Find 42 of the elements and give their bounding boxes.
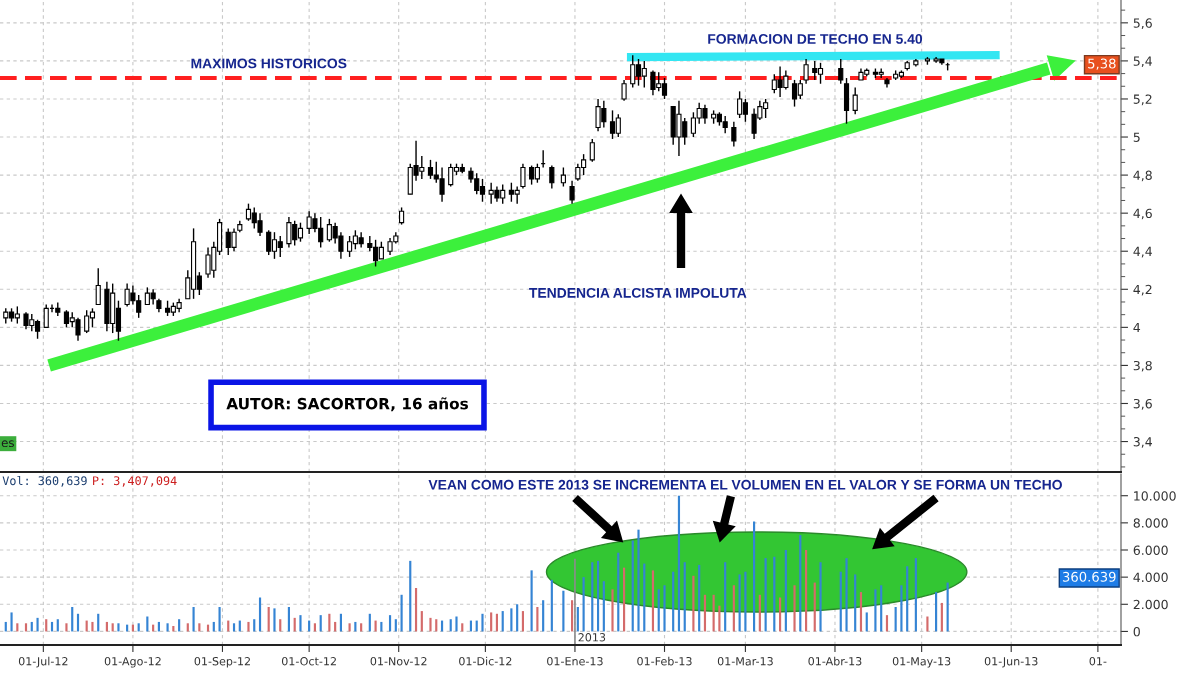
y-tick-label: 3,4 xyxy=(1133,437,1152,448)
y-tick-label: 2.000 xyxy=(1133,599,1168,610)
x-tick-label: 01-Ene-13 xyxy=(547,657,603,666)
y-tick-label: 4 xyxy=(1133,322,1141,333)
y-tick-label: 5,2 xyxy=(1133,94,1152,106)
annotation: FORMACION DE TECHO EN 5.40 xyxy=(708,34,923,44)
y-tick-label: 5,6 xyxy=(1133,18,1152,30)
x-tick-label: 01-Ago-12 xyxy=(104,657,161,668)
annotation: AUTOR: SACORTOR, 16 años xyxy=(226,397,468,412)
x-tick-label: 01-May-13 xyxy=(892,657,951,668)
y-tick-label: 10.000 xyxy=(1134,491,1176,501)
ref-line-label: MAXIMOS HISTORICOS xyxy=(191,58,347,69)
y-tick-label: 3,8 xyxy=(1133,360,1152,372)
annotation: TENDENCIA ALCISTA IMPOLUTA xyxy=(529,287,747,298)
y-tick-label: 4,8 xyxy=(1133,170,1152,182)
y-tick-label: 0 xyxy=(1133,626,1140,637)
x-tick-label: 01-Dic-12 xyxy=(459,656,512,666)
y-tick-label: 8.000 xyxy=(1133,518,1168,528)
annotation: 360.639 xyxy=(1062,571,1116,582)
y-tick-label: 4,6 xyxy=(1133,208,1152,220)
x-tick-label: 01- xyxy=(1089,657,1107,666)
x-tick-label: 01-Nov-12 xyxy=(370,657,427,666)
annotation: Vol: 360,639 xyxy=(2,475,87,487)
y-tick-label: 5 xyxy=(1133,132,1140,142)
annotation: 5,38 xyxy=(1088,58,1116,70)
annotation: es xyxy=(1,440,14,448)
x-tick-label: 01-Jun-13 xyxy=(984,657,1038,668)
y-tick-label: 4,4 xyxy=(1133,246,1152,258)
y-tick-label: 5,4 xyxy=(1133,56,1152,68)
x-tick-label: 01-Abr-13 xyxy=(808,656,862,666)
x-tick-label: 01-Sep-12 xyxy=(194,657,250,668)
x-tick-label: 01-Feb-13 xyxy=(637,656,692,666)
x-tick-label: 01-Jul-12 xyxy=(18,656,68,668)
x-tick-label: 01-Oct-12 xyxy=(281,657,336,666)
y-tick-label: 4,2 xyxy=(1133,284,1152,296)
ref-line-label: 2013 xyxy=(578,633,606,642)
annotation: P: 3,407,094 xyxy=(93,476,177,487)
x-tick-label: 01-Mar-13 xyxy=(717,657,773,666)
annotation: VEAN COMO ESTE 2013 SE INCREMENTA EL VOLUMEN EN EL VALOR Y SE FORMA UN TECHO xyxy=(428,479,1062,490)
y-tick-label: 4.000 xyxy=(1133,572,1168,583)
y-tick-label: 3,6 xyxy=(1133,398,1152,410)
y-tick-label: 6.000 xyxy=(1133,545,1168,555)
